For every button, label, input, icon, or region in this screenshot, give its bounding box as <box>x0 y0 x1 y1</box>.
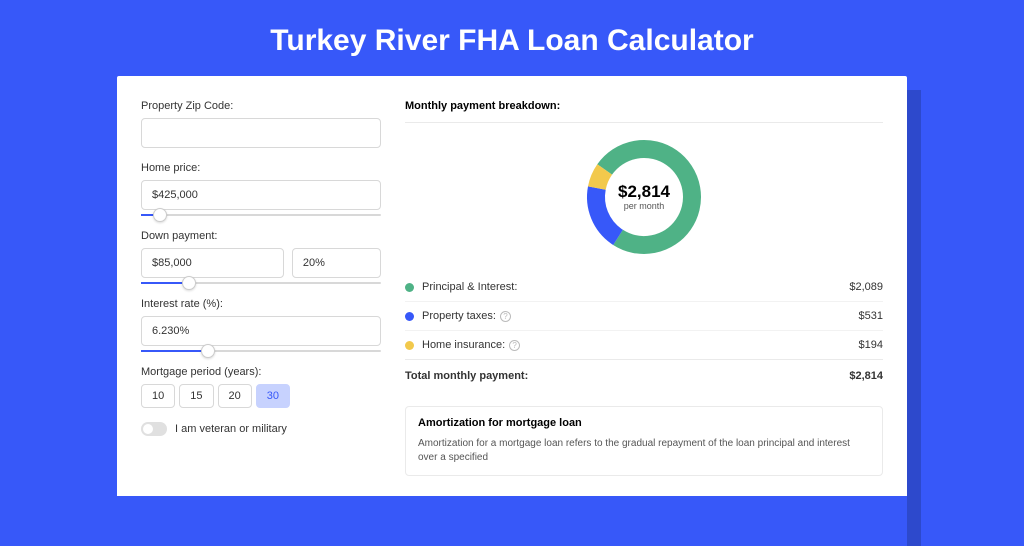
mortgage-period-field: Mortgage period (years): 10152030 <box>141 366 381 408</box>
breakdown-value: $2,089 <box>849 281 883 293</box>
amortization-title: Amortization for mortgage loan <box>418 417 870 429</box>
breakdown-row-tax: Property taxes:?$531 <box>405 302 883 331</box>
home-price-field: Home price: <box>141 162 381 216</box>
interest-rate-field: Interest rate (%): <box>141 298 381 352</box>
calculator-card: Property Zip Code: Home price: Down paym… <box>117 76 907 496</box>
mortgage-period-20[interactable]: 20 <box>218 384 252 408</box>
veteran-toggle[interactable] <box>141 422 167 436</box>
veteran-label: I am veteran or military <box>175 423 287 435</box>
legend-dot <box>405 341 414 350</box>
interest-rate-label: Interest rate (%): <box>141 298 381 310</box>
donut-amount: $2,814 <box>618 182 671 201</box>
zip-input[interactable] <box>141 118 381 148</box>
total-label: Total monthly payment: <box>405 370 849 382</box>
page-title: Turkey River FHA Loan Calculator <box>0 0 1024 76</box>
legend-dot <box>405 312 414 321</box>
mortgage-period-label: Mortgage period (years): <box>141 366 381 378</box>
info-icon[interactable]: ? <box>500 311 511 322</box>
mortgage-period-30[interactable]: 30 <box>256 384 290 408</box>
home-price-label: Home price: <box>141 162 381 174</box>
donut-sub: per month <box>624 201 665 211</box>
breakdown-title: Monthly payment breakdown: <box>405 100 883 123</box>
breakdown-row-pi: Principal & Interest:$2,089 <box>405 273 883 302</box>
info-icon[interactable]: ? <box>509 340 520 351</box>
zip-label: Property Zip Code: <box>141 100 381 112</box>
breakdown-label: Property taxes:? <box>422 310 859 322</box>
inputs-panel: Property Zip Code: Home price: Down paym… <box>141 100 381 496</box>
breakdown-list: Principal & Interest:$2,089Property taxe… <box>405 273 883 359</box>
donut-chart: $2,814per month <box>405 137 883 257</box>
total-value: $2,814 <box>849 370 883 382</box>
breakdown-value: $531 <box>859 310 883 322</box>
interest-rate-slider[interactable] <box>141 350 381 352</box>
amortization-card: Amortization for mortgage loan Amortizat… <box>405 406 883 476</box>
home-price-input[interactable] <box>141 180 381 210</box>
down-payment-slider[interactable] <box>141 282 381 284</box>
down-payment-label: Down payment: <box>141 230 381 242</box>
down-payment-field: Down payment: <box>141 230 381 284</box>
breakdown-row-ins: Home insurance:?$194 <box>405 331 883 359</box>
breakdown-value: $194 <box>859 339 883 351</box>
breakdown-panel: Monthly payment breakdown: $2,814per mon… <box>405 100 883 496</box>
mortgage-period-10[interactable]: 10 <box>141 384 175 408</box>
down-payment-pct-input[interactable] <box>292 248 381 278</box>
mortgage-period-15[interactable]: 15 <box>179 384 213 408</box>
total-row: Total monthly payment: $2,814 <box>405 359 883 390</box>
home-price-slider[interactable] <box>141 214 381 216</box>
interest-rate-input[interactable] <box>141 316 381 346</box>
mortgage-period-group: 10152030 <box>141 384 381 408</box>
zip-field: Property Zip Code: <box>141 100 381 148</box>
veteran-row: I am veteran or military <box>141 422 381 436</box>
amortization-body: Amortization for a mortgage loan refers … <box>418 437 870 465</box>
legend-dot <box>405 283 414 292</box>
down-payment-input[interactable] <box>141 248 284 278</box>
breakdown-label: Home insurance:? <box>422 339 859 351</box>
breakdown-label: Principal & Interest: <box>422 281 849 293</box>
